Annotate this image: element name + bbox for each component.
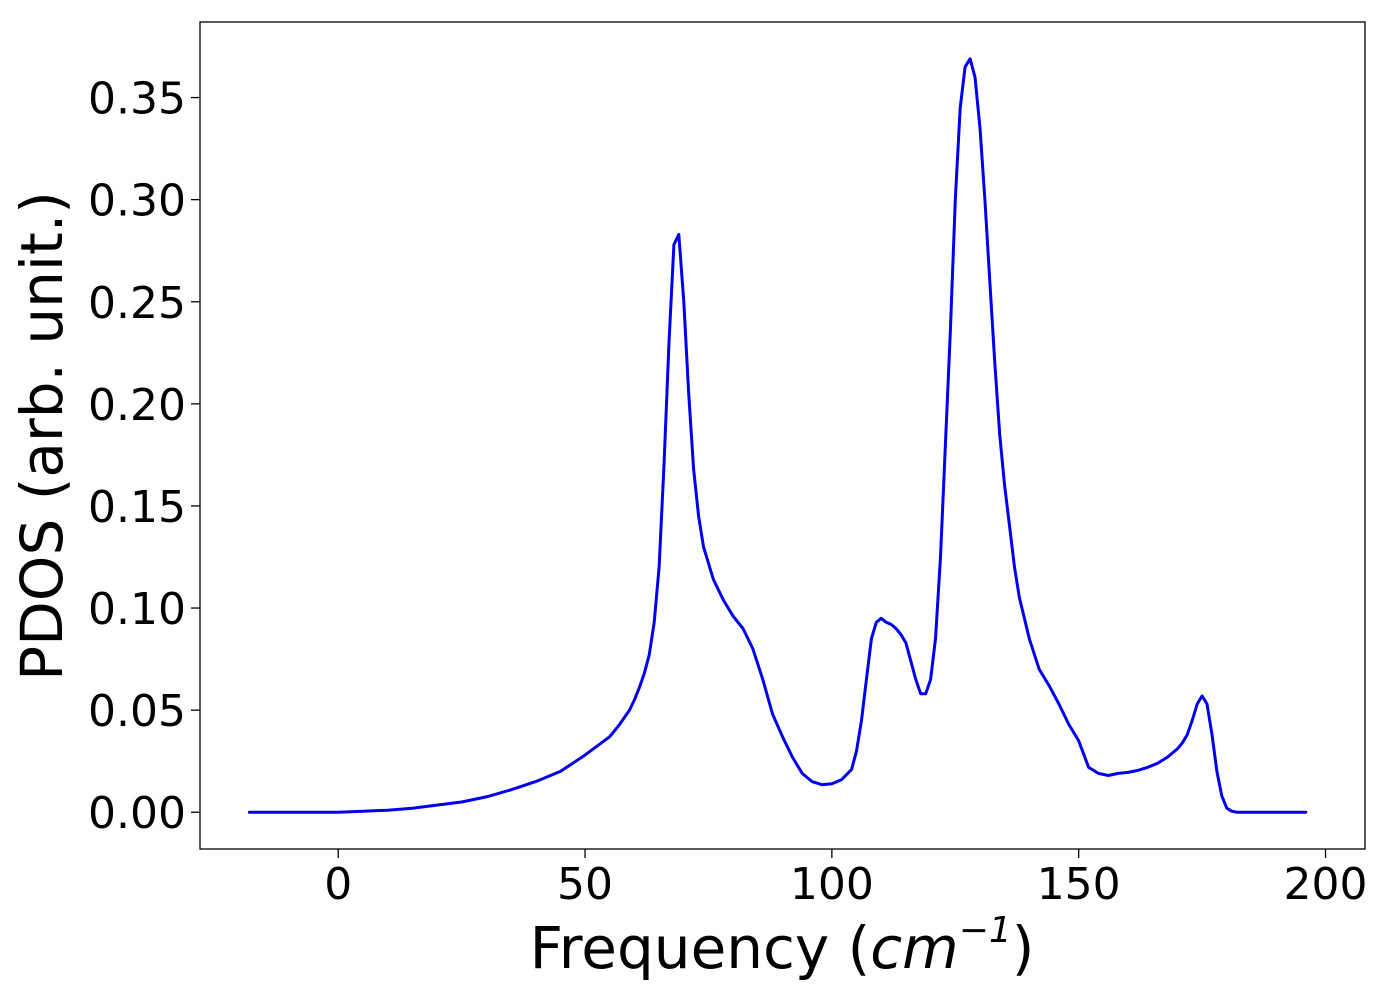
y-tick-label: 0.35 [88, 74, 186, 125]
series-layer [247, 57, 1308, 814]
y-tick-label: 0.05 [88, 686, 186, 737]
x-axis-title: Frequency (cm−1) [530, 910, 1035, 982]
y-tick-label: 0.00 [88, 788, 186, 839]
y-axis-ticks: 0.00 0.05 0.10 0.15 0.20 0.25 0.30 0.35 [88, 74, 200, 839]
y-tick-label: 0.15 [88, 482, 186, 533]
x-axis-ticks: 0 50 100 150 200 [324, 849, 1368, 910]
y-tick-label: 0.30 [88, 176, 186, 227]
y-axis-title: PDOS (arb. unit.) [8, 191, 76, 681]
x-tick-label: 0 [324, 859, 352, 910]
x-tick-label: 200 [1284, 859, 1368, 910]
plot-frame [199, 21, 1366, 850]
x-tick-label: 100 [790, 859, 874, 910]
pdos-series-line-0 [247, 57, 1308, 814]
y-tick-label: 0.10 [88, 584, 186, 635]
y-tick-label: 0.20 [88, 380, 186, 431]
x-tick-label: 50 [557, 859, 613, 910]
x-tick-label: 150 [1037, 859, 1121, 910]
y-tick-label: 0.25 [88, 278, 186, 329]
